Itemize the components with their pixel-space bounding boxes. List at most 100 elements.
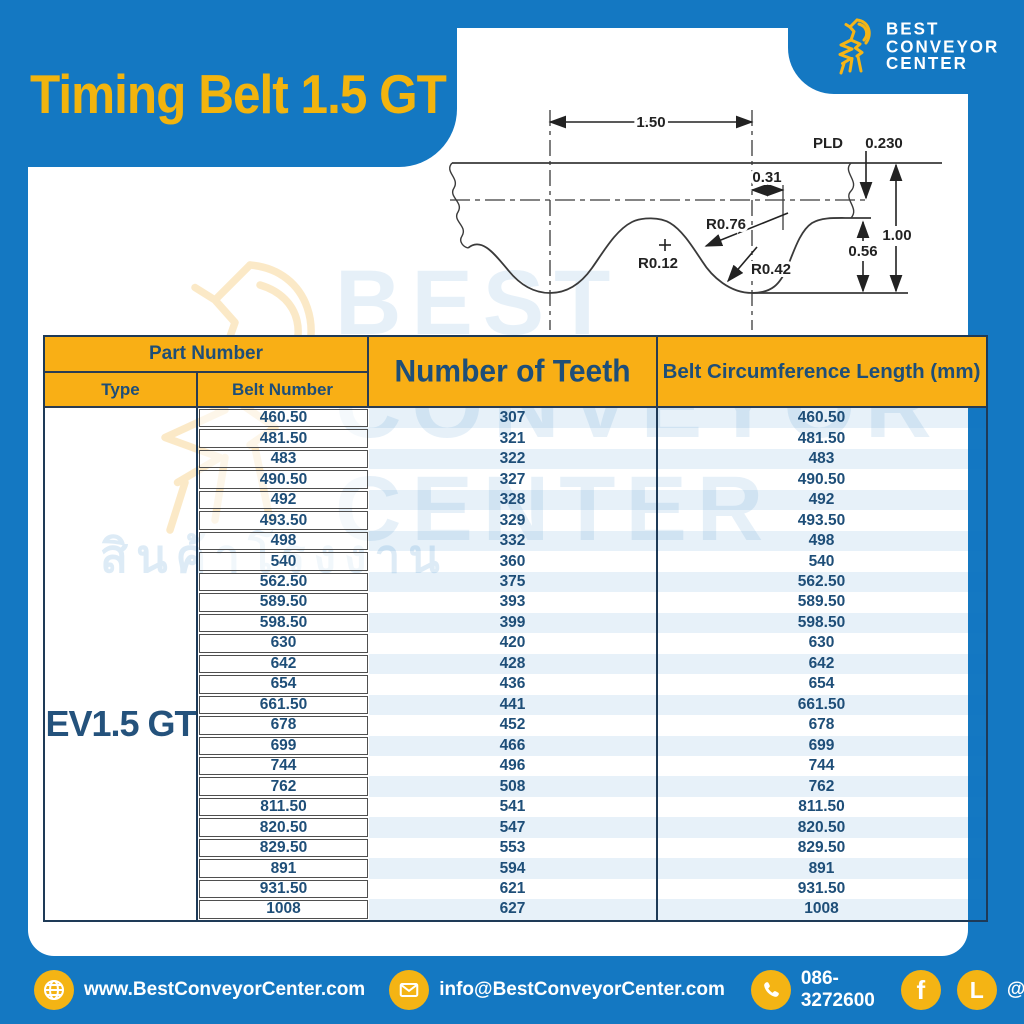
length-cell: 891 xyxy=(658,858,985,879)
belt-number-cell: 820.50 xyxy=(199,818,368,837)
belt-number-cell: 744 xyxy=(199,756,368,776)
length-cell: 493.50 xyxy=(797,511,846,529)
header-belt-number: Belt Number xyxy=(198,373,369,406)
envelope-icon xyxy=(389,970,430,1010)
length-cell: 642 xyxy=(658,653,985,675)
belt-number-cell: 481.50 xyxy=(199,429,368,448)
footer-contact-bar: www.BestConveyorCenter.com info@BestConv… xyxy=(0,956,1024,1024)
brand-name-line1: BEST xyxy=(886,18,940,39)
brand-logo: BEST CONVEYOR CENTER xyxy=(788,0,1024,94)
facebook-icon[interactable]: f xyxy=(900,970,941,1010)
length-cell: 699 xyxy=(658,735,985,756)
teeth-cell: 322 xyxy=(369,448,658,470)
length-cell: 931.50 xyxy=(797,880,846,898)
belt-number-cell: 678 xyxy=(199,716,368,735)
footer-phone-text: 086-3272600 xyxy=(800,968,875,1011)
length-cell: 820.50 xyxy=(658,817,985,838)
belt-number-cell: 811.50 xyxy=(199,797,368,817)
teeth-cell: 321 xyxy=(369,428,658,449)
length-cell: 598.50 xyxy=(658,612,985,634)
length-cell: 654 xyxy=(808,675,835,693)
length-cell: 829.50 xyxy=(797,839,846,857)
footer-social[interactable]: f L @BestConveyorCenter xyxy=(900,970,1024,1010)
length-cell: 589.50 xyxy=(797,593,846,611)
footer-website-text: www.BestConveyorCenter.com xyxy=(84,979,366,1000)
belt-number-cell: 829.50 xyxy=(199,838,368,858)
teeth-cell: 627 xyxy=(369,899,658,920)
belt-profile-drawing: 1.50 0.31 PLD 0.230 R0.76 R0.12 R0.42 0.… xyxy=(449,110,942,330)
belt-number-cell: 931.50 xyxy=(199,879,368,899)
length-cell: 540 xyxy=(808,552,835,570)
table-body: EV1.5 GT 460.50 307 460.50 481.50 321 481.50 4… xyxy=(45,406,986,920)
line-icon[interactable]: L xyxy=(956,970,997,1010)
belt-number-cell: 661.50 xyxy=(199,695,368,715)
footer-email[interactable]: info@BestConveyorCenter.com xyxy=(389,970,725,1010)
teeth-cell: 436 xyxy=(369,674,658,695)
teeth-cell: 332 xyxy=(369,530,658,552)
brand-name: BEST CONVEYOR CENTER xyxy=(886,18,999,73)
dim-pitch-label: 1.50 xyxy=(636,114,665,131)
length-cell: 490.50 xyxy=(797,470,846,488)
teeth-cell: 307 xyxy=(369,408,658,429)
belt-number-cell: 498 xyxy=(199,531,368,551)
teeth-cell: 428 xyxy=(369,653,658,675)
footer-social-text: @BestConveyorCenter xyxy=(1006,979,1024,1000)
belt-number-cell: 490.50 xyxy=(199,470,368,489)
length-cell: 661.50 xyxy=(658,694,985,716)
header-number-of-teeth: Number of Teeth xyxy=(369,335,658,408)
teeth-cell: 547 xyxy=(369,817,658,838)
teeth-cell: 594 xyxy=(369,858,658,879)
belt-number-cell: 483 xyxy=(199,449,368,469)
belt-number-cell: 460.50 xyxy=(199,409,368,428)
content-area xyxy=(28,28,968,956)
belt-number-cell: 493.50 xyxy=(199,511,368,530)
table-header: Part Number Type Belt Number Number of T… xyxy=(45,335,986,408)
belt-number-cell: 891 xyxy=(199,859,368,878)
teeth-cell: 452 xyxy=(369,715,658,736)
teeth-cell: 621 xyxy=(369,878,658,900)
teeth-cell: 496 xyxy=(369,755,658,777)
length-cell: 762 xyxy=(658,776,985,797)
footer-phone[interactable]: 086-3272600 xyxy=(750,968,875,1012)
belt-type-value: EV1.5 GT xyxy=(45,408,198,920)
teeth-cell: 328 xyxy=(369,489,658,511)
length-cell: 460.50 xyxy=(658,408,985,429)
dim-tooth-top-label: 0.31 xyxy=(752,169,781,186)
dim-tooth-depth-label: 0.56 xyxy=(848,243,877,260)
globe-icon xyxy=(34,970,74,1010)
teeth-cell: 541 xyxy=(369,796,658,818)
belt-number-cell: 630 xyxy=(199,634,368,653)
teeth-cell: 360 xyxy=(369,551,658,572)
length-cell: 481.50 xyxy=(797,429,846,447)
belt-number-cell: 492 xyxy=(199,490,368,510)
teeth-cell: 375 xyxy=(369,571,658,593)
belt-number-cell: 598.50 xyxy=(199,613,368,633)
teeth-cell: 553 xyxy=(369,837,658,859)
spec-table: Part Number Type Belt Number Number of T… xyxy=(43,335,988,922)
footer-website[interactable]: www.BestConveyorCenter.com xyxy=(34,970,365,1010)
belt-number-cell: 589.50 xyxy=(199,593,368,612)
teeth-cell: 466 xyxy=(369,735,658,756)
belt-number-cell: 540 xyxy=(199,552,368,571)
length-cell: 498 xyxy=(658,530,985,552)
footer-email-text: info@BestConveyorCenter.com xyxy=(439,979,725,1000)
length-cell: 630 xyxy=(808,634,835,652)
teeth-cell: 393 xyxy=(369,592,658,613)
teeth-cell: 441 xyxy=(369,694,658,716)
header-belt-circumference: Belt Circumference Length (mm) xyxy=(662,359,981,383)
radius-flank-label: R0.76 xyxy=(706,216,746,233)
belt-number-cell: 562.50 xyxy=(199,572,368,592)
brand-goat-icon xyxy=(838,18,871,75)
belt-number-cell: 1008 xyxy=(199,900,368,919)
length-cell: 678 xyxy=(808,716,835,734)
page-title: Timing Belt 1.5 GT xyxy=(30,63,447,125)
belt-number-cell: 762 xyxy=(199,777,368,796)
radius-tip-label: R0.12 xyxy=(638,255,678,272)
belt-number-cell: 654 xyxy=(199,675,368,694)
title-block: Timing Belt 1.5 GT xyxy=(0,0,457,167)
length-cell: 483 xyxy=(658,448,985,470)
teeth-cell: 399 xyxy=(369,612,658,634)
length-cell: 562.50 xyxy=(658,571,985,593)
length-cell: 811.50 xyxy=(798,798,845,816)
dim-belt-thickness-label: 1.00 xyxy=(882,227,911,244)
